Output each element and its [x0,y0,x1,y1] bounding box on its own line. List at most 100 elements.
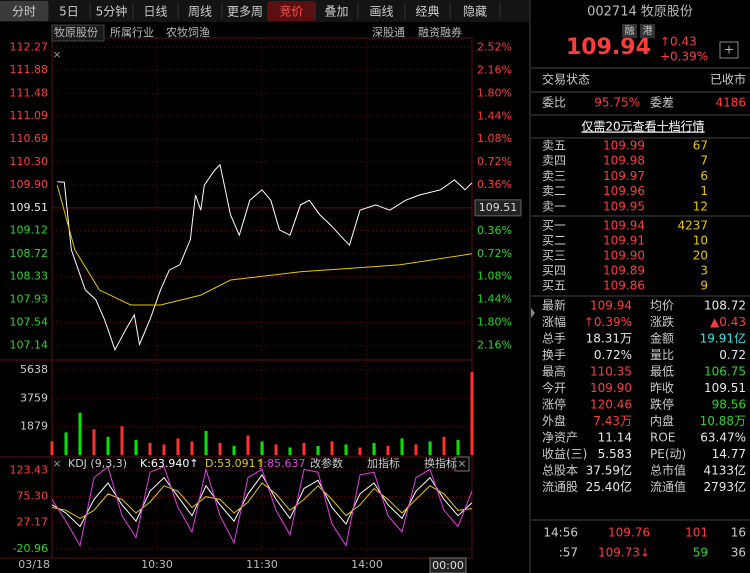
stat-label: 收益(三) [542,447,587,461]
x-tick-label: 03/18 [18,558,50,571]
tab[interactable]: 画线 [369,5,393,19]
stat-label: 最高 [542,364,566,379]
tab[interactable]: 隐藏 [463,5,487,19]
indicator-tool[interactable]: 换指标 [424,456,457,470]
label: 委比 [542,96,566,110]
ob-qty: 67 [693,139,708,153]
indicator-tool[interactable]: 改参数 [310,456,343,470]
tab[interactable]: 叠加 [324,5,348,19]
stat-value: 2793亿 [703,479,746,494]
volume-bar [456,439,460,455]
tab[interactable]: 5分钟 [96,4,128,19]
volume-bar [386,445,390,455]
tag[interactable]: 农牧饲渔 [166,25,210,39]
stat-label: 最低 [650,365,674,379]
tag[interactable]: 融资融券 [418,25,462,39]
stat-value: 0.72 [719,348,746,362]
volume-bar [372,442,376,455]
stock-code-name: 002714 牧原股份 [587,5,693,20]
tab[interactable]: 更多周 [227,5,263,19]
volume-bar [204,430,208,455]
volume-bar [414,444,418,455]
prev-close-label: 109.51 [479,201,518,214]
volume-bar [274,444,278,455]
tab[interactable]: 周线 [188,5,212,19]
value: 4186 [715,96,746,110]
ob-label: 卖三 [542,169,566,183]
collapse-arrow[interactable] [531,308,535,318]
y-tick-label: 75.30 [17,489,49,502]
indicator-tool[interactable]: 加指标 [367,456,400,470]
volume-bar [64,432,68,455]
y-tick-label: 111.88 [10,63,49,76]
stat-label: 跌停 [650,397,674,412]
stat-value: 7.43万 [593,414,632,428]
volume-bar [442,436,446,455]
stat-label: 均价 [650,299,674,313]
y-tick-label: 109.12 [10,224,49,237]
ob-label: 买五 [542,279,566,293]
close-box[interactable] [454,456,470,472]
tab[interactable]: 竞价 [279,5,303,19]
stat-label: 换手 [542,348,566,362]
tick-time: 14:56 [543,526,578,540]
tag[interactable]: 所属行业 [110,26,154,39]
stat-label: ROE [650,431,675,445]
tag: 牧原股份 [54,25,98,39]
tab[interactable]: 分时 [12,5,36,19]
volume-bar [50,441,54,455]
volume-bar [218,442,222,455]
y2-tick-label: 2.52% [477,41,512,54]
stat-value: ↑0.39% [584,315,632,329]
stat-value: 98.56 [712,398,746,412]
y-tick-label: 109.90 [10,178,49,191]
y2-tick-label: 0.36% [477,178,512,191]
stat-value: 37.59亿 [586,463,632,478]
kdj-line [51,482,473,519]
stat-label: 总股本 [542,464,578,478]
tag-box [51,24,105,42]
stat-label: 净资产 [542,431,578,445]
ob-price: 109.90 [603,249,645,263]
close-icon[interactable]: × [52,48,61,61]
y2-tick-label: 0.72% [477,155,512,168]
volume-bar [92,429,96,455]
tick-volume: 101 [685,526,708,540]
ob-qty: 10 [693,234,708,248]
stat-value: 109.90 [590,381,632,395]
ob-qty: 20 [693,249,708,263]
ob-label: 买四 [542,264,566,278]
y2-tick-label: 1.08% [477,132,512,145]
close-icon[interactable]: × [52,457,61,470]
stat-value: 120.46 [590,398,632,412]
tag[interactable]: 深股通 [372,26,405,39]
stat-label: PE(动) [650,447,686,461]
tab[interactable]: 经典 [415,5,439,19]
y-tick-label: 109.51 [10,201,49,214]
plus[interactable]: + [724,43,734,57]
tick-price: 109.76 [608,526,650,540]
tab[interactable]: 5日 [59,5,79,19]
label: 委差 [650,96,674,110]
stat-label: 涨停 [542,397,566,412]
volume-bar [78,412,82,455]
ob-qty: 7 [700,154,708,168]
y-tick-label: 108.33 [10,269,49,282]
stat-label: 昨收 [650,381,674,395]
add-button[interactable] [719,41,739,59]
volume-bar [120,426,124,455]
ob-price: 109.98 [603,154,645,168]
volume-bar [232,445,236,455]
tab[interactable]: 日线 [143,5,167,19]
stat-label: 金额 [650,331,674,346]
y2-tick-label: 1.80% [477,86,512,99]
promo-link[interactable]: 仅需20元查看十档行情 [581,120,704,134]
x-tick-label: 10:30 [141,558,173,571]
tab-selected [0,1,48,21]
volume-bar [134,439,138,455]
close-icon[interactable]: × [457,457,466,470]
avg-price-line [56,185,473,306]
volume-bar [176,438,180,455]
tick-time: :57 [559,546,578,560]
